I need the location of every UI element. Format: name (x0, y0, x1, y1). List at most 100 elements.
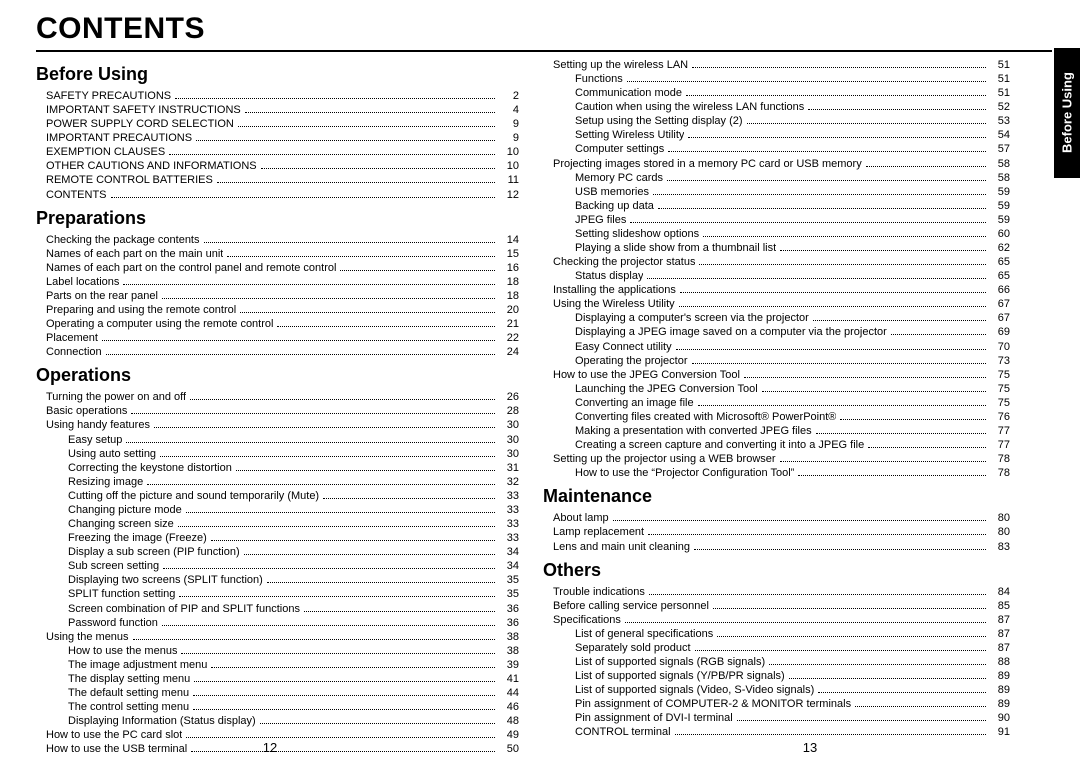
toc-entry[interactable]: Displaying Information (Status display)4… (36, 714, 519, 728)
toc-entry[interactable]: Launching the JPEG Conversion Tool75 (543, 382, 1010, 396)
toc-entry[interactable]: Checking the projector status65 (543, 255, 1010, 269)
toc-entry[interactable]: Placement22 (36, 331, 519, 345)
toc-entry[interactable]: Parts on the rear panel18 (36, 289, 519, 303)
toc-label: Memory PC cards (575, 171, 663, 185)
toc-entry[interactable]: Using the Wireless Utility67 (543, 297, 1010, 311)
toc-entry[interactable]: Lens and main unit cleaning83 (543, 540, 1010, 554)
toc-entry[interactable]: The control setting menu46 (36, 700, 519, 714)
toc-entry[interactable]: Cutting off the picture and sound tempor… (36, 489, 519, 503)
toc-entry[interactable]: Setup using the Setting display (2)53 (543, 114, 1010, 128)
toc-entry[interactable]: Backing up data59 (543, 199, 1010, 213)
toc-entry[interactable]: Making a presentation with converted JPE… (543, 424, 1010, 438)
toc-entry[interactable]: Easy Connect utility70 (543, 340, 1010, 354)
toc-entry[interactable]: Setting up the wireless LAN51 (543, 58, 1010, 72)
toc-leader-dots (649, 594, 986, 595)
toc-page-number: 2 (499, 89, 519, 103)
toc-entry[interactable]: Projecting images stored in a memory PC … (543, 157, 1010, 171)
toc-entry[interactable]: Changing screen size33 (36, 517, 519, 531)
toc-entry[interactable]: Display a sub screen (PIP function)34 (36, 545, 519, 559)
toc-entry[interactable]: Screen combination of PIP and SPLIT func… (36, 602, 519, 616)
section-title: Before Using (36, 64, 519, 85)
toc-entry[interactable]: Sub screen setting34 (36, 559, 519, 573)
toc-entry[interactable]: Names of each part on the control panel … (36, 261, 519, 275)
toc-entry[interactable]: Functions51 (543, 72, 1010, 86)
toc-entry[interactable]: Computer settings57 (543, 142, 1010, 156)
toc-entry[interactable]: Operating a computer using the remote co… (36, 317, 519, 331)
toc-entry[interactable]: Caution when using the wireless LAN func… (543, 100, 1010, 114)
toc-entry[interactable]: Turning the power on and off26 (36, 390, 519, 404)
toc-entry[interactable]: USB memories59 (543, 185, 1010, 199)
toc-page-number: 59 (990, 185, 1010, 199)
toc-entry[interactable]: The image adjustment menu39 (36, 658, 519, 672)
toc-entry[interactable]: Converting an image file75 (543, 396, 1010, 410)
toc-entry[interactable]: Trouble indications84 (543, 585, 1010, 599)
toc-entry[interactable]: POWER SUPPLY CORD SELECTION9 (36, 117, 519, 131)
toc-entry[interactable]: About lamp80 (543, 511, 1010, 525)
toc-entry[interactable]: Converting files created with Microsoft®… (543, 410, 1010, 424)
toc-leader-dots (163, 568, 495, 569)
toc-entry[interactable]: Memory PC cards58 (543, 171, 1010, 185)
toc-entry[interactable]: Connection24 (36, 345, 519, 359)
toc-entry[interactable]: The default setting menu44 (36, 686, 519, 700)
toc-entry[interactable]: Setting up the projector using a WEB bro… (543, 452, 1010, 466)
toc-entry[interactable]: Communication mode51 (543, 86, 1010, 100)
toc-entry[interactable]: Displaying a JPEG image saved on a compu… (543, 325, 1010, 339)
toc-entry[interactable]: Installing the applications66 (543, 283, 1010, 297)
toc-entry[interactable]: EXEMPTION CLAUSES10 (36, 145, 519, 159)
toc-entry[interactable]: IMPORTANT PRECAUTIONS9 (36, 131, 519, 145)
toc-label: Before calling service personnel (553, 599, 709, 613)
toc-entry[interactable]: REMOTE CONTROL BATTERIES11 (36, 173, 519, 187)
toc-entry[interactable]: List of supported signals (RGB signals)8… (543, 655, 1010, 669)
toc-entry[interactable]: Playing a slide show from a thumbnail li… (543, 241, 1010, 255)
toc-entry[interactable]: Pin assignment of DVI-I terminal90 (543, 711, 1010, 725)
toc-page-number: 4 (499, 103, 519, 117)
toc-entry[interactable]: Lamp replacement80 (543, 525, 1010, 539)
toc-entry[interactable]: CONTROL terminal91 (543, 725, 1010, 739)
toc-entry[interactable]: Names of each part on the main unit15 (36, 247, 519, 261)
toc-entry[interactable]: How to use the JPEG Conversion Tool75 (543, 368, 1010, 382)
toc-entry[interactable]: Specifications87 (543, 613, 1010, 627)
toc-entry[interactable]: Preparing and using the remote control20 (36, 303, 519, 317)
toc-entry[interactable]: Creating a screen capture and converting… (543, 438, 1010, 452)
toc-leader-dots (780, 461, 986, 462)
toc-entry[interactable]: Setting slideshow options60 (543, 227, 1010, 241)
toc-entry[interactable]: Basic operations28 (36, 404, 519, 418)
toc-entry[interactable]: Resizing image32 (36, 475, 519, 489)
toc-entry[interactable]: Displaying two screens (SPLIT function)3… (36, 573, 519, 587)
toc-entry[interactable]: List of supported signals (Video, S-Vide… (543, 683, 1010, 697)
toc-entry[interactable]: Using handy features30 (36, 418, 519, 432)
toc-entry[interactable]: Freezing the image (Freeze)33 (36, 531, 519, 545)
toc-label: Parts on the rear panel (46, 289, 158, 303)
toc-entry[interactable]: Correcting the keystone distortion31 (36, 461, 519, 475)
toc-entry[interactable]: How to use the menus38 (36, 644, 519, 658)
toc-entry[interactable]: Changing picture mode33 (36, 503, 519, 517)
toc-label: Playing a slide show from a thumbnail li… (575, 241, 776, 255)
toc-entry[interactable]: The display setting menu41 (36, 672, 519, 686)
toc-entry[interactable]: SPLIT function setting35 (36, 587, 519, 601)
toc-page-number: 65 (990, 269, 1010, 283)
toc-leader-dots (175, 98, 495, 99)
toc-entry[interactable]: Setting Wireless Utility54 (543, 128, 1010, 142)
toc-entry[interactable]: Using auto setting30 (36, 447, 519, 461)
toc-entry[interactable]: Checking the package contents14 (36, 233, 519, 247)
toc-entry[interactable]: Pin assignment of COMPUTER-2 & MONITOR t… (543, 697, 1010, 711)
toc-entry[interactable]: List of supported signals (Y/PB/PR signa… (543, 669, 1010, 683)
toc-leader-dots (133, 639, 495, 640)
toc-entry[interactable]: Easy setup30 (36, 433, 519, 447)
toc-entry[interactable]: CONTENTS12 (36, 188, 519, 202)
toc-entry[interactable]: Using the menus38 (36, 630, 519, 644)
toc-page-number: 59 (990, 213, 1010, 227)
toc-entry[interactable]: Before calling service personnel85 (543, 599, 1010, 613)
toc-entry[interactable]: Operating the projector73 (543, 354, 1010, 368)
toc-entry[interactable]: IMPORTANT SAFETY INSTRUCTIONS4 (36, 103, 519, 117)
toc-entry[interactable]: Password function36 (36, 616, 519, 630)
toc-entry[interactable]: Separately sold product87 (543, 641, 1010, 655)
toc-entry[interactable]: SAFETY PRECAUTIONS2 (36, 89, 519, 103)
toc-entry[interactable]: Label locations18 (36, 275, 519, 289)
toc-entry[interactable]: OTHER CAUTIONS AND INFORMATIONS10 (36, 159, 519, 173)
toc-entry[interactable]: List of general specifications87 (543, 627, 1010, 641)
toc-entry[interactable]: How to use the “Projector Configuration … (543, 466, 1010, 480)
toc-entry[interactable]: Status display65 (543, 269, 1010, 283)
toc-entry[interactable]: JPEG files59 (543, 213, 1010, 227)
toc-entry[interactable]: Displaying a computer's screen via the p… (543, 311, 1010, 325)
